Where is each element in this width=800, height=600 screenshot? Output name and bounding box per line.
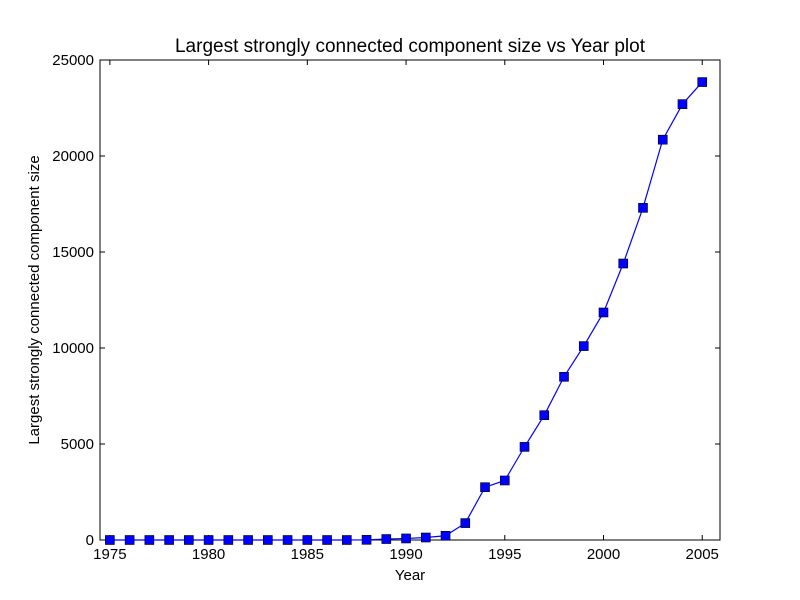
data-point-marker: [361, 535, 372, 545]
data-point-marker: [638, 203, 648, 213]
data-point-marker: [203, 535, 214, 545]
data-point-marker: [618, 258, 629, 269]
data-point-marker: [420, 532, 431, 543]
data-point-marker: [401, 533, 411, 544]
data-point-marker: [243, 535, 253, 545]
x-tick-label: 1975: [93, 546, 126, 563]
data-point-marker: [460, 518, 471, 528]
data-point-marker: [578, 341, 589, 351]
data-point-marker: [124, 535, 135, 545]
y-tick-label: 10000: [52, 340, 94, 357]
y-tick-label: 5000: [61, 436, 94, 453]
data-point-marker: [302, 535, 313, 545]
data-point-marker: [144, 535, 155, 545]
data-series: [105, 77, 708, 545]
data-point-marker: [480, 482, 490, 493]
data-point-marker: [598, 307, 609, 318]
y-axis-label: Largest strongly connected component siz…: [26, 155, 43, 444]
data-point-marker: [677, 99, 688, 109]
data-point-marker: [697, 77, 708, 87]
data-point-marker: [342, 535, 352, 545]
data-point-marker: [519, 442, 530, 452]
data-point-marker: [263, 535, 273, 545]
data-point-marker: [105, 535, 115, 545]
x-tick-label: 1990: [389, 546, 422, 563]
data-point-marker: [499, 475, 510, 486]
axis-ticks: 1975 1980 1985 1990 1995 2000 2005 0 5000 10000 15…: [52, 52, 720, 563]
x-tick-label: 1985: [291, 546, 324, 563]
data-point-marker: [381, 534, 392, 544]
x-tick-label: 1995: [488, 546, 521, 563]
y-tick-label: 15000: [52, 244, 94, 261]
data-point-marker: [559, 371, 569, 382]
data-point-marker: [322, 535, 332, 545]
x-axis-label: Year: [395, 567, 425, 584]
data-point-marker: [539, 410, 550, 421]
y-tick-label: 25000: [52, 52, 94, 69]
data-point-marker: [440, 530, 451, 541]
x-tick-label: 2000: [587, 546, 620, 563]
y-tick-label: 20000: [52, 148, 94, 165]
data-point-marker: [164, 535, 174, 545]
data-point-marker: [184, 535, 194, 545]
data-point-marker: [657, 134, 668, 145]
data-point-marker: [282, 535, 293, 545]
chart-title: Largest strongly connected component siz…: [175, 36, 646, 57]
x-tick-label: 1980: [192, 546, 225, 563]
y-tick-label: 0: [86, 532, 94, 549]
x-tick-label: 2005: [686, 546, 719, 563]
data-point-marker: [223, 535, 234, 545]
